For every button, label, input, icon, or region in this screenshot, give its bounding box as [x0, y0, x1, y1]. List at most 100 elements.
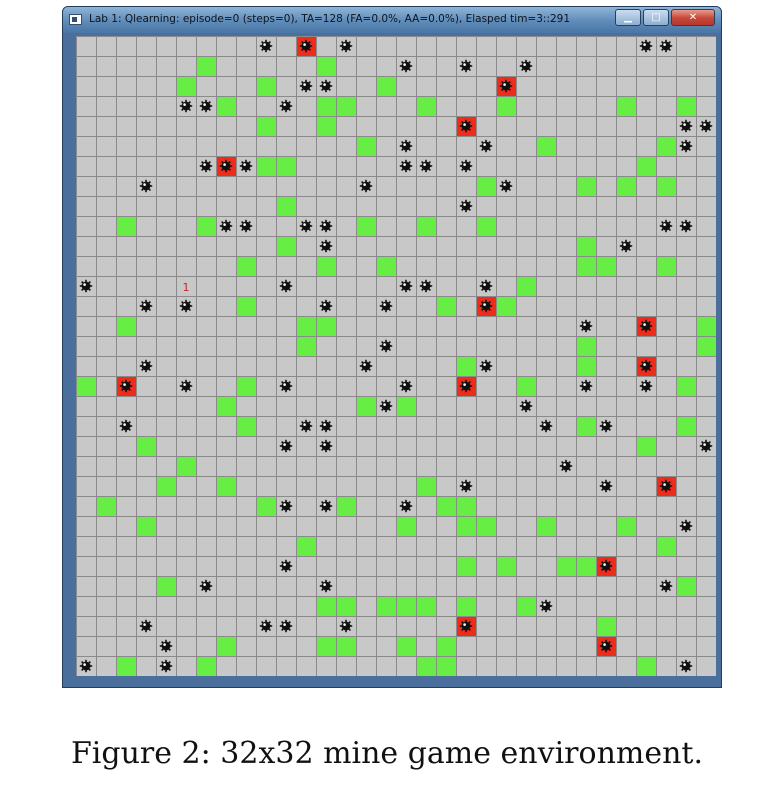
- mine-icon: [639, 379, 653, 393]
- mine-icon: [479, 299, 493, 313]
- mine-icon: [499, 79, 513, 93]
- green-cell: [236, 256, 256, 276]
- green-cell: [516, 596, 536, 616]
- mine-icon: [219, 219, 233, 233]
- mine-icon: [539, 419, 553, 433]
- mine-icon: [199, 579, 213, 593]
- mine-icon: [119, 419, 133, 433]
- minimize-button[interactable]: ▁: [615, 9, 641, 26]
- mine-icon: [459, 479, 473, 493]
- green-cell: [356, 216, 376, 236]
- green-cell: [276, 196, 296, 216]
- green-cell: [216, 396, 236, 416]
- mine-icon: [259, 619, 273, 633]
- close-button[interactable]: ✕: [671, 9, 715, 26]
- green-cell: [596, 616, 616, 636]
- green-cell: [516, 376, 536, 396]
- green-cell: [116, 316, 136, 336]
- mine-icon: [399, 379, 413, 393]
- mine-icon: [419, 279, 433, 293]
- green-cell: [116, 216, 136, 236]
- mine-icon: [139, 179, 153, 193]
- green-cell: [436, 656, 456, 676]
- green-cell: [376, 76, 396, 96]
- mine-icon: [299, 219, 313, 233]
- green-cell: [516, 276, 536, 296]
- mine-icon: [599, 639, 613, 653]
- green-cell: [296, 536, 316, 556]
- green-cell: [616, 96, 636, 116]
- agent-marker: 1: [183, 281, 190, 294]
- green-cell: [256, 496, 276, 516]
- mine-icon: [319, 219, 333, 233]
- green-cell: [216, 476, 236, 496]
- mine-icon: [239, 159, 253, 173]
- green-cell: [396, 396, 416, 416]
- green-cell: [196, 656, 216, 676]
- mine-icon: [479, 279, 493, 293]
- green-cell: [456, 516, 476, 536]
- title-bar[interactable]: Lab 1: Qlearning: episode=0 (steps=0), T…: [63, 7, 721, 33]
- mine-icon: [79, 279, 93, 293]
- green-cell: [656, 176, 676, 196]
- green-cell: [216, 96, 236, 116]
- maximize-button[interactable]: □: [643, 9, 669, 26]
- mine-icon: [139, 299, 153, 313]
- board-grid: 1: [76, 36, 716, 676]
- green-cell: [416, 96, 436, 116]
- mine-icon: [339, 619, 353, 633]
- mine-icon: [279, 499, 293, 513]
- green-cell: [236, 296, 256, 316]
- mine-icon: [319, 79, 333, 93]
- mine-icon: [399, 279, 413, 293]
- green-cell: [576, 236, 596, 256]
- green-cell: [496, 556, 516, 576]
- green-cell: [296, 316, 316, 336]
- green-cell: [316, 256, 336, 276]
- green-cell: [576, 556, 596, 576]
- mine-icon: [119, 379, 133, 393]
- grid-lines: [76, 36, 716, 676]
- green-cell: [396, 636, 416, 656]
- mine-icon: [639, 319, 653, 333]
- mine-icon: [399, 499, 413, 513]
- green-cell: [156, 476, 176, 496]
- mine-game-board[interactable]: 1: [76, 36, 716, 676]
- green-cell: [356, 136, 376, 156]
- green-cell: [676, 96, 696, 116]
- green-cell: [436, 296, 456, 316]
- green-cell: [416, 476, 436, 496]
- mine-icon: [299, 79, 313, 93]
- green-cell: [276, 236, 296, 256]
- window-title: Lab 1: Qlearning: episode=0 (steps=0), T…: [89, 13, 571, 25]
- green-cell: [176, 456, 196, 476]
- mine-icon: [199, 159, 213, 173]
- mine-icon: [639, 359, 653, 373]
- mine-icon: [139, 359, 153, 373]
- mine-icon: [659, 579, 673, 593]
- mine-icon: [199, 99, 213, 113]
- green-cell: [536, 136, 556, 156]
- green-cell: [376, 596, 396, 616]
- mine-icon: [459, 619, 473, 633]
- green-cell: [256, 116, 276, 136]
- green-cell: [696, 336, 716, 356]
- mine-icon: [339, 39, 353, 53]
- green-cell: [156, 576, 176, 596]
- green-cell: [236, 416, 256, 436]
- mine-icon: [399, 59, 413, 73]
- green-cell: [436, 496, 456, 516]
- green-cell: [656, 136, 676, 156]
- green-cell: [456, 496, 476, 516]
- green-cell: [476, 516, 496, 536]
- mine-icon: [139, 619, 153, 633]
- green-cell: [656, 256, 676, 276]
- green-cell: [136, 516, 156, 536]
- mine-icon: [259, 39, 273, 53]
- mine-icon: [419, 159, 433, 173]
- mine-icon: [279, 379, 293, 393]
- mine-icon: [279, 619, 293, 633]
- green-cell: [196, 216, 216, 236]
- mine-icon: [619, 239, 633, 253]
- green-cell: [196, 56, 216, 76]
